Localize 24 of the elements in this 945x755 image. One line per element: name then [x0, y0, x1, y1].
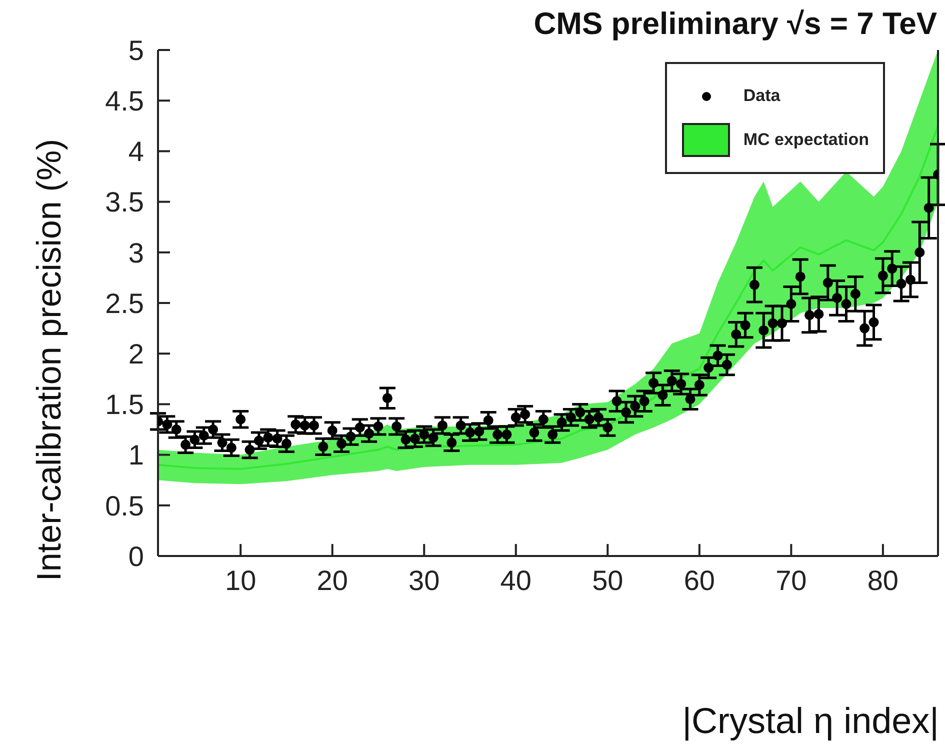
x-tick-label: 10: [225, 564, 256, 596]
x-tick-label: 60: [684, 564, 715, 596]
y-tick-label: 3.5: [105, 186, 144, 218]
y-axis-title: Inter-calibration precision (%): [30, 138, 70, 582]
y-tick-label: 0.5: [105, 490, 144, 522]
x-axis-title: |Crystal η index|: [682, 700, 939, 742]
x-tick-label: 30: [408, 564, 440, 596]
x-tick-label: 50: [592, 564, 624, 596]
y-tick-label: 4: [128, 136, 144, 168]
chart-title: CMS preliminary √s = 7 TeV: [534, 6, 937, 42]
y-tick-label: 3: [128, 237, 144, 268]
y-tick-label: 1.5: [105, 389, 144, 420]
y-tick-label: 0: [128, 540, 144, 572]
legend-label: MC expectation: [743, 130, 869, 150]
x-tick-label: 70: [776, 564, 807, 596]
x-tick-label: 40: [500, 564, 532, 596]
y-tick-label: 2: [128, 338, 144, 370]
y-tick-label: 1: [128, 440, 144, 471]
y-tick-label: 5: [128, 34, 144, 66]
x-tick-label: 80: [867, 564, 899, 596]
x-tick-label: 20: [316, 564, 348, 596]
y-tick-label: 2.5: [105, 288, 144, 319]
y-tick-label: 4.5: [105, 86, 144, 117]
legend-label: Data: [743, 86, 780, 106]
